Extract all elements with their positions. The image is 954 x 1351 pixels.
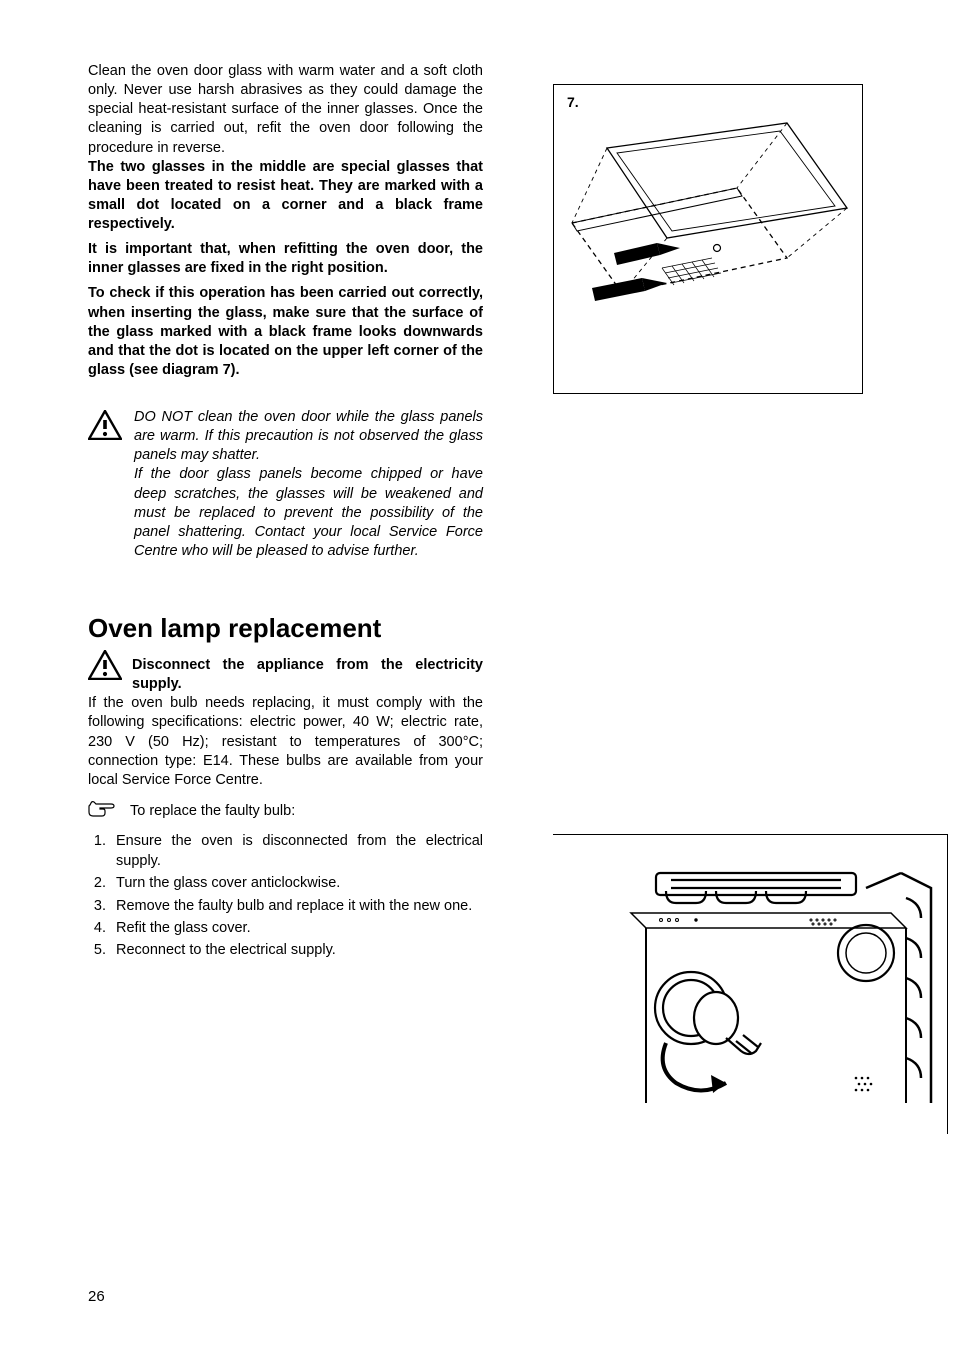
glass-info-paragraph: The two glasses in the middle are specia… <box>88 158 483 235</box>
bulb-spec-paragraph: If the oven bulb needs replacing, it mus… <box>88 694 483 790</box>
door-glass-diagram-icon <box>562 93 852 383</box>
check-operation-paragraph: To check if this operation has been carr… <box>88 284 483 380</box>
note-text: To replace the faulty bulb: <box>130 803 295 819</box>
figure-bulb <box>553 834 948 1134</box>
figure-7: 7. <box>553 84 863 394</box>
step-item: Remove the faulty bulb and replace it wi… <box>110 896 483 916</box>
step-item: Turn the glass cover anticlockwise. <box>110 873 483 893</box>
step-item: Reconnect to the electrical supply. <box>110 940 483 960</box>
right-column: 7. <box>553 62 948 1134</box>
hand-pointer-icon <box>88 800 116 818</box>
warning-block: DO NOT clean the oven door while the gla… <box>88 408 483 561</box>
cleaning-paragraph: Clean the oven door glass with warm wate… <box>88 62 483 158</box>
left-column: Clean the oven door glass with warm wate… <box>88 62 483 1134</box>
warning-text-1: DO NOT clean the oven door while the gla… <box>134 409 483 463</box>
warning-triangle-icon <box>88 650 122 680</box>
disconnect-text: Disconnect the appliance from the electr… <box>132 650 483 694</box>
note-row: To replace the faulty bulb: <box>88 800 483 823</box>
warning-triangle-icon <box>88 410 122 440</box>
section-heading: Oven lamp replacement <box>88 613 483 644</box>
steps-list: Ensure the oven is disconnected from the… <box>88 831 483 961</box>
step-item: Refit the glass cover. <box>110 918 483 938</box>
figure-7-label: 7. <box>567 94 579 110</box>
step-item: Ensure the oven is disconnected from the… <box>110 831 483 872</box>
page-number: 26 <box>88 1288 105 1305</box>
disconnect-block: Disconnect the appliance from the electr… <box>88 650 483 694</box>
warning-text-2: If the door glass panels become chipped … <box>134 466 483 559</box>
oven-interior-diagram-icon <box>561 843 941 1128</box>
refitting-importance-paragraph: It is important that, when refitting the… <box>88 240 483 278</box>
